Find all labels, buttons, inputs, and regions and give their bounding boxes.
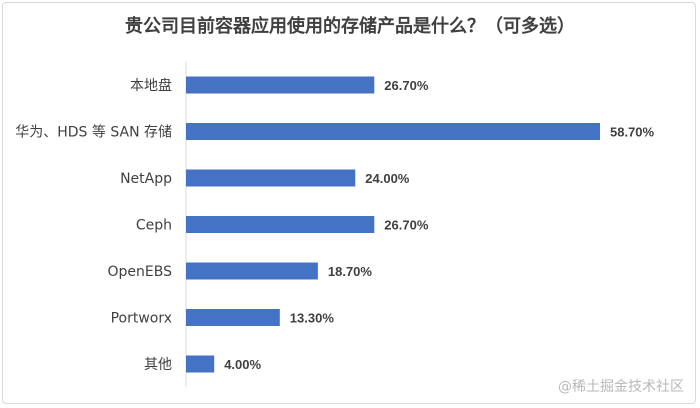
chart-frame xyxy=(2,2,696,404)
bar xyxy=(186,216,375,233)
category-label: 其他 xyxy=(144,357,172,373)
data-label: 24.00% xyxy=(365,171,410,186)
watermark: @稀土掘金技术社区 xyxy=(558,379,684,395)
data-label: 26.70% xyxy=(384,218,429,233)
category-label: Ceph xyxy=(136,218,172,234)
data-label: 4.00% xyxy=(224,357,261,372)
category-label: NetApp xyxy=(120,171,172,187)
chart-title: 贵公司目前容器应用使用的存储产品是什么？（可多选） xyxy=(125,16,575,37)
data-label: 26.70% xyxy=(384,78,429,93)
data-label: 18.70% xyxy=(328,264,373,279)
bars-group: 本地盘 26.70% 华为、HDS 等 SAN 存储 58.70% NetApp 24.0… xyxy=(15,76,655,373)
bar xyxy=(186,309,280,326)
category-label: OpenEBS xyxy=(108,264,173,280)
bar xyxy=(186,355,215,373)
bar xyxy=(186,169,356,187)
bar xyxy=(186,123,600,140)
category-label: 华为、HDS 等 SAN 存储 xyxy=(15,124,172,141)
category-label: Portworx xyxy=(111,311,172,327)
data-label: 58.70% xyxy=(610,125,655,140)
data-label: 13.30% xyxy=(290,311,335,326)
bar xyxy=(186,76,375,94)
bar xyxy=(186,262,318,280)
category-label: 本地盘 xyxy=(130,77,172,94)
